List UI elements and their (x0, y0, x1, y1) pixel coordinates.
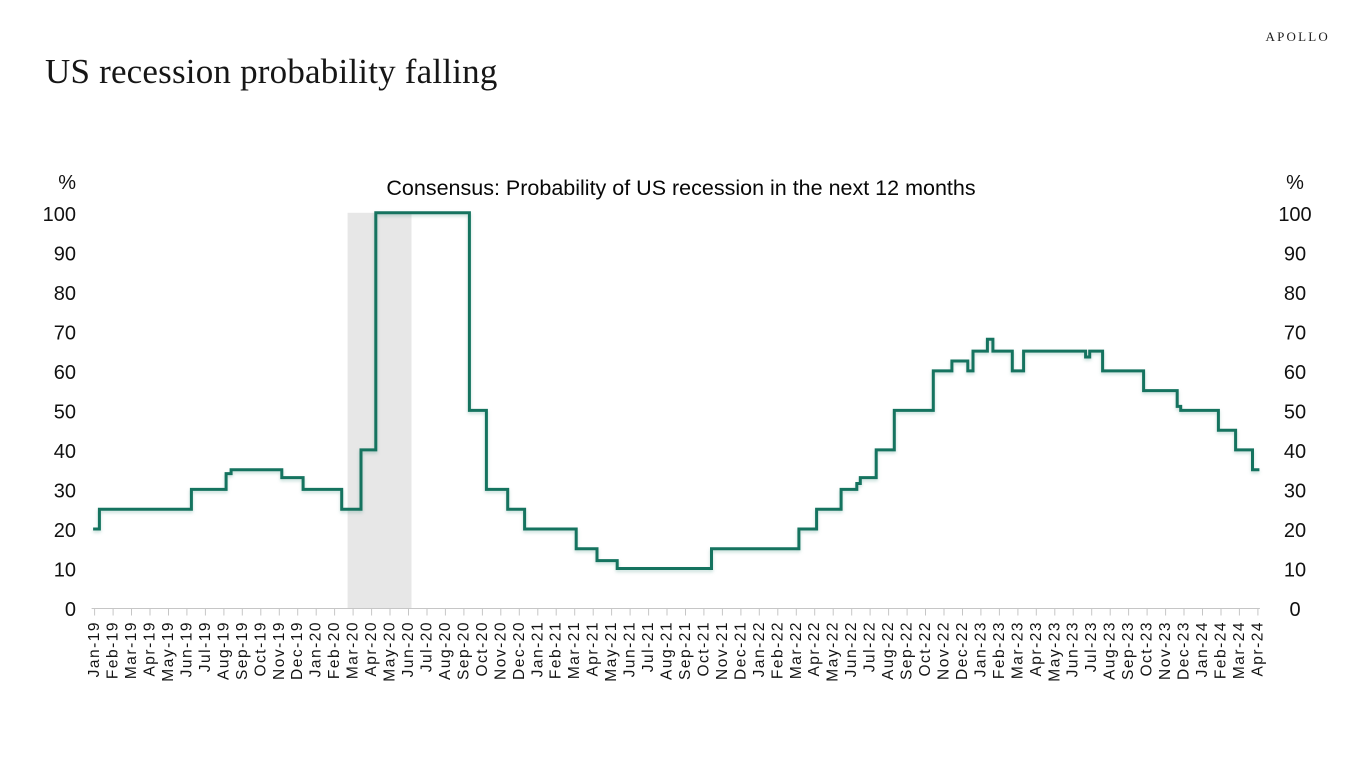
x-axis-label: Aug-19 (215, 621, 232, 680)
y-axis-label-right: 100 (1278, 204, 1311, 226)
y-axis-label-right: 50 (1284, 401, 1306, 423)
x-axis-label: Jul-20 (419, 621, 436, 672)
x-axis-label: Oct-20 (474, 621, 491, 677)
x-axis-label: Feb-20 (326, 621, 343, 679)
consensus-line (93, 211, 1260, 570)
x-axis-label: Jan-23 (972, 621, 989, 677)
x-axis-label: Mar-20 (345, 621, 362, 679)
x-axis-label: Apr-22 (806, 621, 823, 677)
x-axis-label: Jan-22 (751, 621, 768, 677)
x-axis-label: Sep-19 (234, 621, 251, 680)
y-axis-unit-left: % (58, 172, 76, 194)
x-axis-label: Jun-21 (622, 621, 639, 677)
y-axis-unit-right: % (1286, 172, 1304, 194)
x-axis-label: Apr-21 (585, 621, 602, 677)
x-axis-label: Dec-22 (954, 621, 971, 680)
x-axis-label: Jun-23 (1065, 621, 1082, 677)
y-axis-label-right: 70 (1284, 322, 1306, 344)
x-axis-label: Jun-22 (843, 621, 860, 677)
x-axis-label: Apr-20 (363, 621, 380, 677)
x-axis-label: Aug-20 (437, 621, 454, 680)
x-axis-label: Oct-19 (252, 621, 269, 677)
y-axis-label-right: 60 (1284, 362, 1306, 384)
x-axis-label: Aug-21 (659, 621, 676, 680)
x-axis-label: Oct-21 (695, 621, 712, 677)
x-axis-label: Dec-20 (511, 621, 528, 680)
x-axis-label: Jan-20 (308, 621, 325, 677)
x-axis-label: Jan-24 (1194, 621, 1211, 677)
y-axis-label-right: 80 (1284, 283, 1306, 305)
chart-title: Consensus: Probability of US recession i… (386, 176, 976, 200)
y-axis-label-left: 100 (43, 204, 76, 226)
x-axis-label: Feb-23 (991, 621, 1008, 679)
x-axis-label: Mar-23 (1009, 621, 1026, 679)
y-axis-label-left: 20 (54, 520, 76, 542)
y-axis-label-right: 10 (1284, 560, 1306, 582)
x-axis-label: Jul-22 (862, 621, 879, 672)
x-axis-label: Oct-22 (917, 621, 934, 677)
y-axis-label-left: 70 (54, 322, 76, 344)
x-axis-label: Nov-19 (271, 621, 288, 680)
x-axis-label: Mar-19 (123, 621, 140, 679)
x-axis-label: Aug-22 (880, 621, 897, 680)
x-axis-label: Sep-22 (899, 621, 916, 680)
x-axis-label: Sep-20 (455, 621, 472, 680)
y-axis-label-right: 40 (1284, 441, 1306, 463)
x-axis-label: Jun-19 (178, 621, 195, 677)
y-axis-label-left: 30 (54, 480, 76, 502)
x-axis-label: Feb-22 (769, 621, 786, 679)
y-axis-label-right: 30 (1284, 480, 1306, 502)
x-axis-label: Jul-19 (197, 621, 214, 672)
y-axis-label-left: 90 (54, 243, 76, 265)
page-title: US recession probability falling (45, 52, 498, 91)
x-axis-label: May-22 (825, 621, 842, 682)
x-axis-label: Nov-23 (1157, 621, 1174, 680)
y-axis-label-right: 90 (1284, 243, 1306, 265)
x-axis-label: Jul-21 (640, 621, 657, 672)
x-axis-label: Nov-21 (714, 621, 731, 680)
apollo-logo: APOLLO (1265, 29, 1330, 44)
y-axis-label-right: 20 (1284, 520, 1306, 542)
x-axis-label: May-19 (160, 621, 177, 682)
x-axis-label: Sep-23 (1120, 621, 1137, 680)
x-axis-label: May-23 (1046, 621, 1063, 682)
x-axis-label: Aug-23 (1102, 621, 1119, 680)
y-axis-label-left: 50 (54, 401, 76, 423)
y-axis-label-right: 0 (1289, 599, 1300, 621)
x-axis-label: Mar-24 (1231, 621, 1248, 679)
x-axis-label: Dec-19 (289, 621, 306, 680)
x-axis-label: Feb-21 (548, 621, 565, 679)
x-axis-label: Sep-21 (677, 621, 694, 680)
x-axis-label: Mar-21 (566, 621, 583, 679)
y-axis-label-left: 10 (54, 560, 76, 582)
x-axis-label: Jan-21 (529, 621, 546, 677)
x-axis-label: Apr-23 (1028, 621, 1045, 677)
x-axis-label: May-20 (382, 621, 399, 682)
x-axis-label: Nov-22 (936, 621, 953, 680)
x-axis-label: Jan-19 (86, 621, 103, 677)
y-axis-label-left: 0 (65, 599, 76, 621)
x-axis-label: Dec-23 (1176, 621, 1193, 680)
x-axis-label: Mar-22 (788, 621, 805, 679)
y-axis-label-left: 60 (54, 362, 76, 384)
x-axis-label: Feb-19 (105, 621, 122, 679)
x-axis-label: May-21 (603, 621, 620, 682)
x-axis-label: Dec-21 (732, 621, 749, 680)
x-axis-label: Jul-23 (1083, 621, 1100, 672)
y-axis-label-left: 80 (54, 283, 76, 305)
x-axis-label: Oct-23 (1139, 621, 1156, 677)
recession-band (347, 212, 412, 609)
x-axis-label: Apr-24 (1249, 621, 1266, 677)
x-axis-label: Feb-24 (1213, 621, 1230, 679)
x-axis-label: Jun-20 (400, 621, 417, 677)
x-axis-label: Nov-20 (492, 621, 509, 680)
x-axis-label: Apr-19 (142, 621, 159, 677)
y-axis-label-left: 40 (54, 441, 76, 463)
